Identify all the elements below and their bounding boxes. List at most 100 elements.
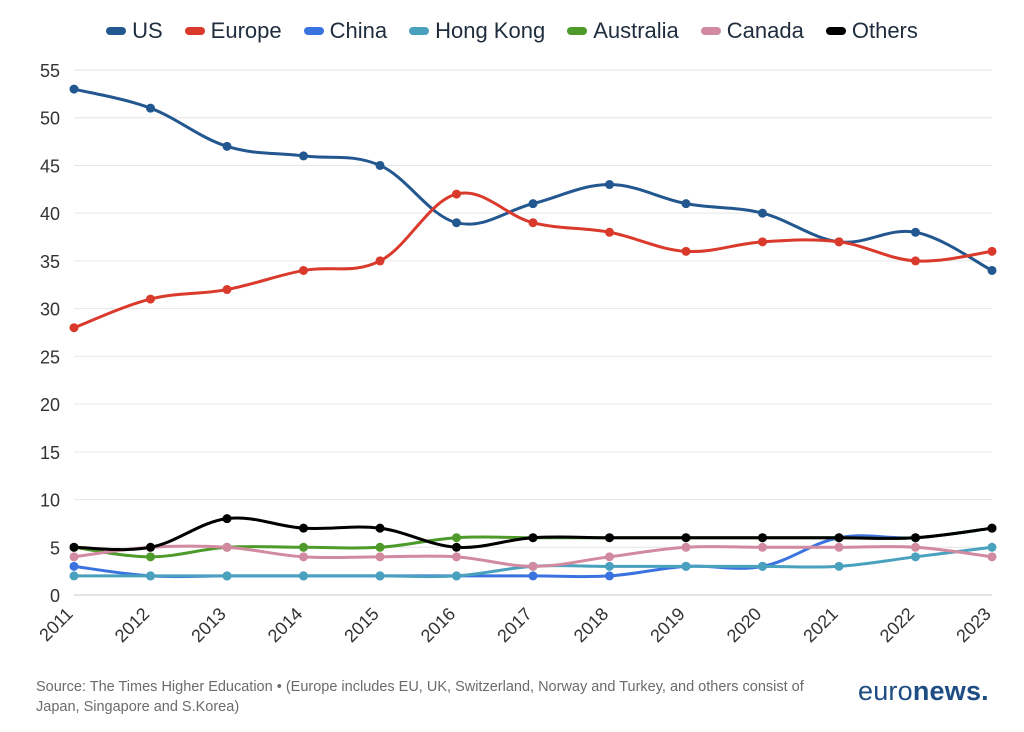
y-tick-label: 55 — [40, 61, 60, 81]
data-point — [452, 571, 461, 581]
x-tick-label: 2023 — [952, 604, 994, 646]
data-point — [987, 523, 997, 533]
data-point — [146, 571, 155, 581]
data-point — [834, 237, 844, 247]
gridlines — [74, 69, 992, 596]
data-point — [69, 552, 79, 562]
data-point — [681, 199, 691, 209]
legend-item: Hong Kong — [409, 18, 545, 44]
data-point — [758, 542, 767, 552]
data-point — [222, 571, 232, 581]
legend-swatch — [567, 27, 588, 35]
data-point — [299, 265, 308, 275]
data-point — [528, 218, 538, 228]
series-others — [69, 514, 997, 552]
data-point — [528, 199, 538, 209]
data-point — [758, 237, 767, 247]
y-tick-label: 45 — [40, 156, 60, 176]
data-point — [681, 533, 691, 543]
data-point — [375, 160, 385, 170]
legend-label: China — [329, 18, 388, 43]
data-point — [375, 571, 385, 581]
legend-item: Europe — [184, 18, 282, 44]
data-point — [911, 542, 920, 552]
data-point — [605, 227, 614, 237]
series-lines — [69, 84, 997, 581]
y-tick-label: 20 — [40, 395, 60, 415]
x-tick-label: 2013 — [187, 604, 229, 646]
data-point — [146, 294, 155, 304]
legend-swatch — [700, 27, 721, 35]
series-canada — [69, 542, 997, 571]
data-point — [452, 189, 461, 199]
data-point — [222, 285, 232, 295]
data-point — [987, 552, 997, 562]
y-tick-label: 15 — [40, 443, 60, 463]
data-point — [758, 533, 767, 543]
y-tick-label: 40 — [40, 204, 60, 224]
y-tick-label: 35 — [40, 252, 60, 272]
x-tick-label: 2017 — [493, 604, 535, 646]
data-point — [911, 227, 920, 237]
data-point — [299, 552, 308, 562]
series-line — [72, 526, 994, 559]
data-point — [834, 533, 844, 543]
data-point — [681, 542, 691, 552]
data-point — [528, 533, 538, 543]
legend-item: China — [303, 18, 388, 44]
legend: US Europe China Hong Kong Australia Canada Oth… — [0, 18, 1024, 44]
data-point — [758, 561, 767, 571]
legend-label: Canada — [726, 18, 804, 43]
data-point — [452, 218, 461, 228]
y-tick-label: 5 — [50, 538, 60, 558]
brand-logo: euronews. — [858, 676, 989, 707]
data-point — [605, 552, 614, 562]
x-tick-label: 2014 — [264, 604, 306, 646]
data-point — [69, 542, 79, 552]
axes: 0 5 10 15 20 25 30 35 40 45 50 55 2011 2012 2013 2014 20… — [35, 61, 995, 646]
y-tick-label: 10 — [40, 491, 60, 511]
x-tick-label: 2015 — [340, 604, 382, 646]
legend-item: Canada — [700, 18, 804, 44]
data-point — [222, 141, 232, 151]
data-point — [605, 533, 614, 543]
data-point — [528, 561, 538, 571]
legend-swatch — [825, 27, 846, 35]
data-point — [69, 571, 79, 581]
legend-label: Hong Kong — [435, 18, 546, 43]
data-point — [987, 246, 997, 256]
y-tick-label: 25 — [40, 347, 60, 367]
x-tick-label: 2018 — [570, 604, 612, 646]
legend-swatch — [303, 27, 324, 35]
legend-label: US — [132, 18, 163, 43]
x-tick-label: 2019 — [646, 604, 688, 646]
series-australia — [69, 523, 997, 562]
x-tick-label: 2016 — [417, 604, 459, 646]
series-china — [69, 523, 997, 581]
legend-label: Australia — [593, 18, 679, 43]
brand-logo-news: news. — [912, 676, 989, 706]
series-europe — [69, 189, 997, 333]
data-point — [987, 542, 997, 552]
data-point — [681, 561, 691, 571]
data-point — [146, 552, 155, 562]
data-point — [146, 542, 155, 552]
data-point — [375, 552, 385, 562]
data-point — [222, 542, 232, 552]
x-tick-label: 2020 — [723, 604, 765, 646]
line-chart: 0 5 10 15 20 25 30 35 40 45 50 55 2011 2012 2013 2014 20… — [35, 61, 997, 646]
data-point — [69, 84, 79, 94]
data-point — [452, 552, 461, 562]
series-line — [72, 87, 994, 272]
legend-swatch — [184, 27, 205, 35]
data-point — [605, 180, 614, 190]
legend-label: Europe — [210, 18, 282, 43]
x-tick-label: 2011 — [35, 604, 77, 646]
x-tick-label: 2022 — [876, 604, 918, 646]
data-point — [911, 533, 920, 543]
data-point — [758, 208, 767, 218]
data-point — [911, 552, 920, 562]
data-point — [375, 256, 385, 266]
data-point — [911, 256, 920, 266]
data-point — [222, 514, 232, 524]
